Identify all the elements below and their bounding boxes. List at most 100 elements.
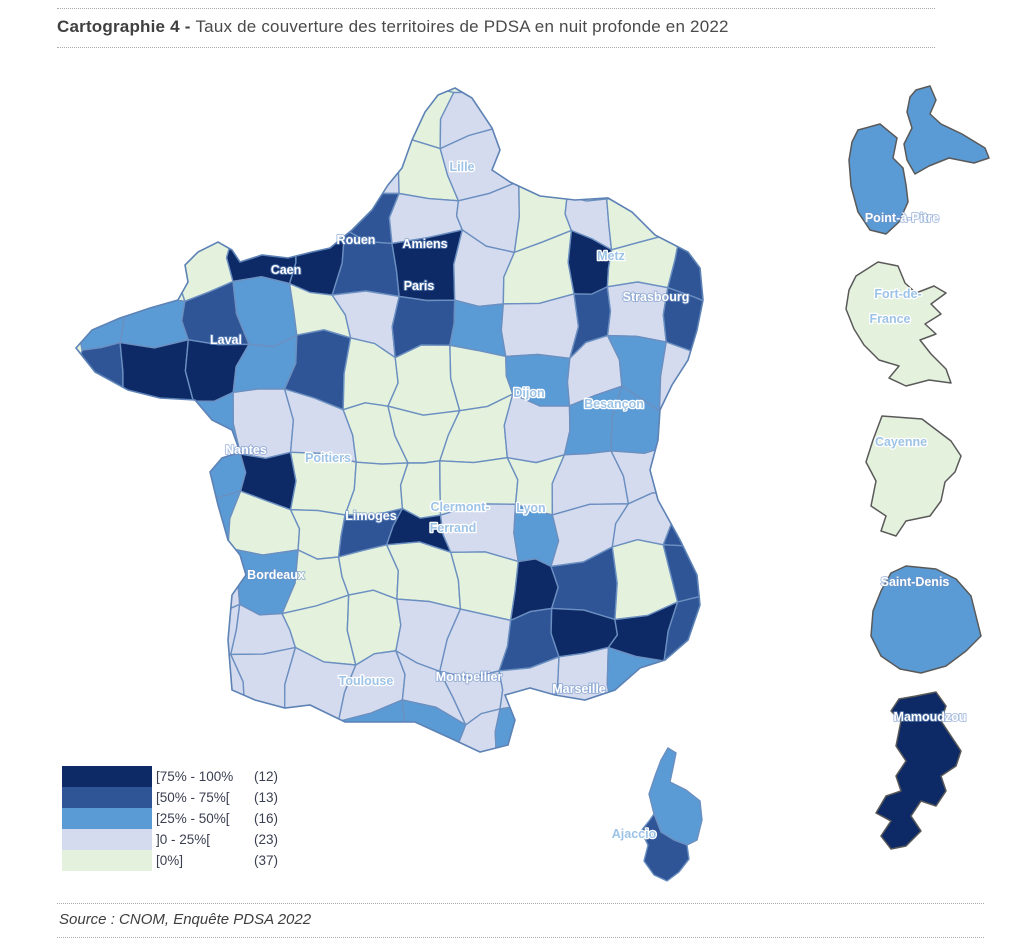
department-cell xyxy=(713,290,787,357)
legend-swatch xyxy=(62,787,152,808)
legend-label: [50% - 75%[ xyxy=(156,790,230,805)
department-cell xyxy=(387,344,461,416)
department-cell xyxy=(133,489,195,564)
city-label: Metz xyxy=(597,249,625,263)
legend-count: (12) xyxy=(254,769,279,784)
department-cell xyxy=(243,711,300,752)
department-cell xyxy=(119,555,199,617)
city-label: Bordeaux xyxy=(247,568,305,582)
legend-count: (16) xyxy=(254,811,279,826)
departments-layer xyxy=(76,88,787,774)
department-cell xyxy=(455,708,501,752)
department-cell xyxy=(76,88,129,147)
city-label: Besançon xyxy=(584,397,644,411)
department-cell xyxy=(224,129,294,198)
department-cell xyxy=(119,338,195,406)
department-cell xyxy=(662,286,703,358)
legend-label: [25% - 50%[ xyxy=(156,811,230,826)
department-cell xyxy=(494,703,562,752)
map-region-corse-nord xyxy=(648,747,703,846)
department-cell xyxy=(552,710,616,752)
legend-item: [75% - 100% (12) xyxy=(62,766,298,787)
department-cell xyxy=(224,88,297,138)
department-cell xyxy=(76,232,143,301)
department-cell xyxy=(76,142,129,202)
department-cell xyxy=(187,711,251,752)
figure-title-number: Cartographie 4 - xyxy=(57,17,196,36)
department-cell xyxy=(126,198,182,244)
map-region-mamoudzou xyxy=(875,691,962,850)
department-cell xyxy=(605,131,679,202)
city-label: Montpellier xyxy=(436,670,503,684)
legend-count: (13) xyxy=(254,790,279,805)
city-label: Ferrand xyxy=(430,521,477,535)
department-cell xyxy=(76,646,125,729)
city-label: Paris xyxy=(404,279,435,293)
department-cell xyxy=(560,88,621,144)
department-cell xyxy=(76,341,124,406)
city-label: Laval xyxy=(210,333,242,347)
department-cell xyxy=(170,181,235,235)
city-label: Caen xyxy=(271,263,302,277)
department-cell xyxy=(715,405,779,462)
department-cell xyxy=(126,88,174,148)
legend-swatch xyxy=(62,808,152,829)
department-cell xyxy=(727,549,782,619)
city-label: Strasbourg xyxy=(623,290,690,304)
legend-swatch xyxy=(62,850,152,871)
department-cell xyxy=(117,655,192,727)
department-cell xyxy=(563,133,620,202)
department-cell xyxy=(131,443,185,514)
department-cell xyxy=(716,720,783,774)
department-cell xyxy=(655,660,703,724)
department-cell xyxy=(117,716,198,752)
legend-count: (23) xyxy=(254,832,279,847)
source-note: Source : CNOM, Enquête PDSA 2022 xyxy=(57,903,984,938)
city-label: Fort-de- xyxy=(874,287,921,301)
department-cell xyxy=(76,595,123,668)
department-cell xyxy=(278,135,353,202)
department-cell xyxy=(500,293,580,360)
department-cell xyxy=(675,441,703,501)
department-cell xyxy=(713,232,787,306)
city-label: Nantes xyxy=(225,443,267,457)
legend-item: ]0 - 25%[(23) xyxy=(62,829,298,850)
map-region-cayenne xyxy=(865,415,962,537)
department-cell xyxy=(331,88,401,145)
city-label: Ajaccio xyxy=(612,827,657,841)
department-cell xyxy=(658,341,703,412)
department-cell xyxy=(79,176,137,244)
department-cell xyxy=(666,229,703,308)
department-cell xyxy=(192,547,241,617)
city-label: Lyon xyxy=(516,501,545,515)
city-label: Marseille xyxy=(552,682,606,696)
map-region-fort-de-france xyxy=(845,261,952,387)
city-label: Clermont- xyxy=(430,500,489,514)
legend-swatch xyxy=(62,766,152,787)
department-cell xyxy=(118,602,194,668)
legend-item: [25% - 50%[ (16) xyxy=(62,808,298,829)
department-cell xyxy=(656,131,703,202)
map-region-point-a-pitre xyxy=(848,123,909,235)
department-cell xyxy=(718,334,787,409)
department-cell xyxy=(714,497,782,552)
city-label: Cayenne xyxy=(875,435,927,449)
city-label: Poitiers xyxy=(305,451,351,465)
department-cell xyxy=(135,229,186,303)
figure-title-text: Taux de couverture des territoires de PD… xyxy=(195,17,729,36)
legend-label: [75% - 100% xyxy=(156,769,234,784)
city-label: France xyxy=(870,312,911,326)
france-outline xyxy=(74,87,704,753)
department-cell xyxy=(711,136,777,191)
department-cell xyxy=(714,450,768,501)
city-label: Amiens xyxy=(402,237,447,251)
city-label: Toulouse xyxy=(339,674,394,688)
department-cell xyxy=(122,137,182,202)
map-legend: [75% - 100% (12) [50% - 75%[ (13) [25% - 50%… xyxy=(62,766,298,871)
department-cell xyxy=(228,181,297,242)
department-cell xyxy=(171,129,236,201)
legend-count: (37) xyxy=(254,853,279,868)
department-cell xyxy=(122,399,195,453)
